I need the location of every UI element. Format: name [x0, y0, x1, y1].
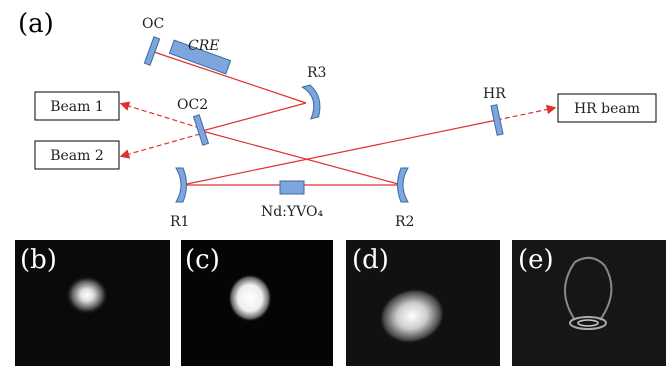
panel-label: (d): [352, 245, 389, 275]
label: Beam 2: [50, 148, 104, 164]
figure: (a) OC CRE R3 OC2 HR HR beam Beam 1 Beam…: [0, 0, 672, 366]
curved-mirror: [398, 168, 409, 202]
image-panel: (b): [15, 240, 170, 366]
mirror: [491, 105, 503, 136]
label: R1: [170, 214, 189, 230]
image-panel: (e): [512, 240, 666, 366]
beam-path: [122, 52, 554, 185]
curved-mirror: [176, 168, 187, 202]
panel-label: (e): [518, 245, 554, 275]
label: HR: [483, 86, 506, 102]
label: OC: [142, 16, 164, 32]
crystal: [280, 181, 304, 194]
panel-label: (c): [185, 245, 220, 275]
label: R3: [307, 65, 326, 81]
mirror: [144, 37, 159, 65]
image-panel: (c): [181, 240, 333, 366]
panel-label: (b): [20, 245, 57, 275]
image-panel: (d): [346, 240, 500, 366]
label: OC2: [177, 97, 208, 113]
label: CRE: [188, 38, 219, 54]
curved-mirror: [302, 84, 323, 119]
label: R2: [395, 214, 414, 230]
label: Beam 1: [50, 99, 104, 115]
label: HR beam: [574, 101, 640, 117]
panel-label: (a): [18, 9, 54, 39]
label: Nd:YVO₄: [261, 204, 324, 220]
